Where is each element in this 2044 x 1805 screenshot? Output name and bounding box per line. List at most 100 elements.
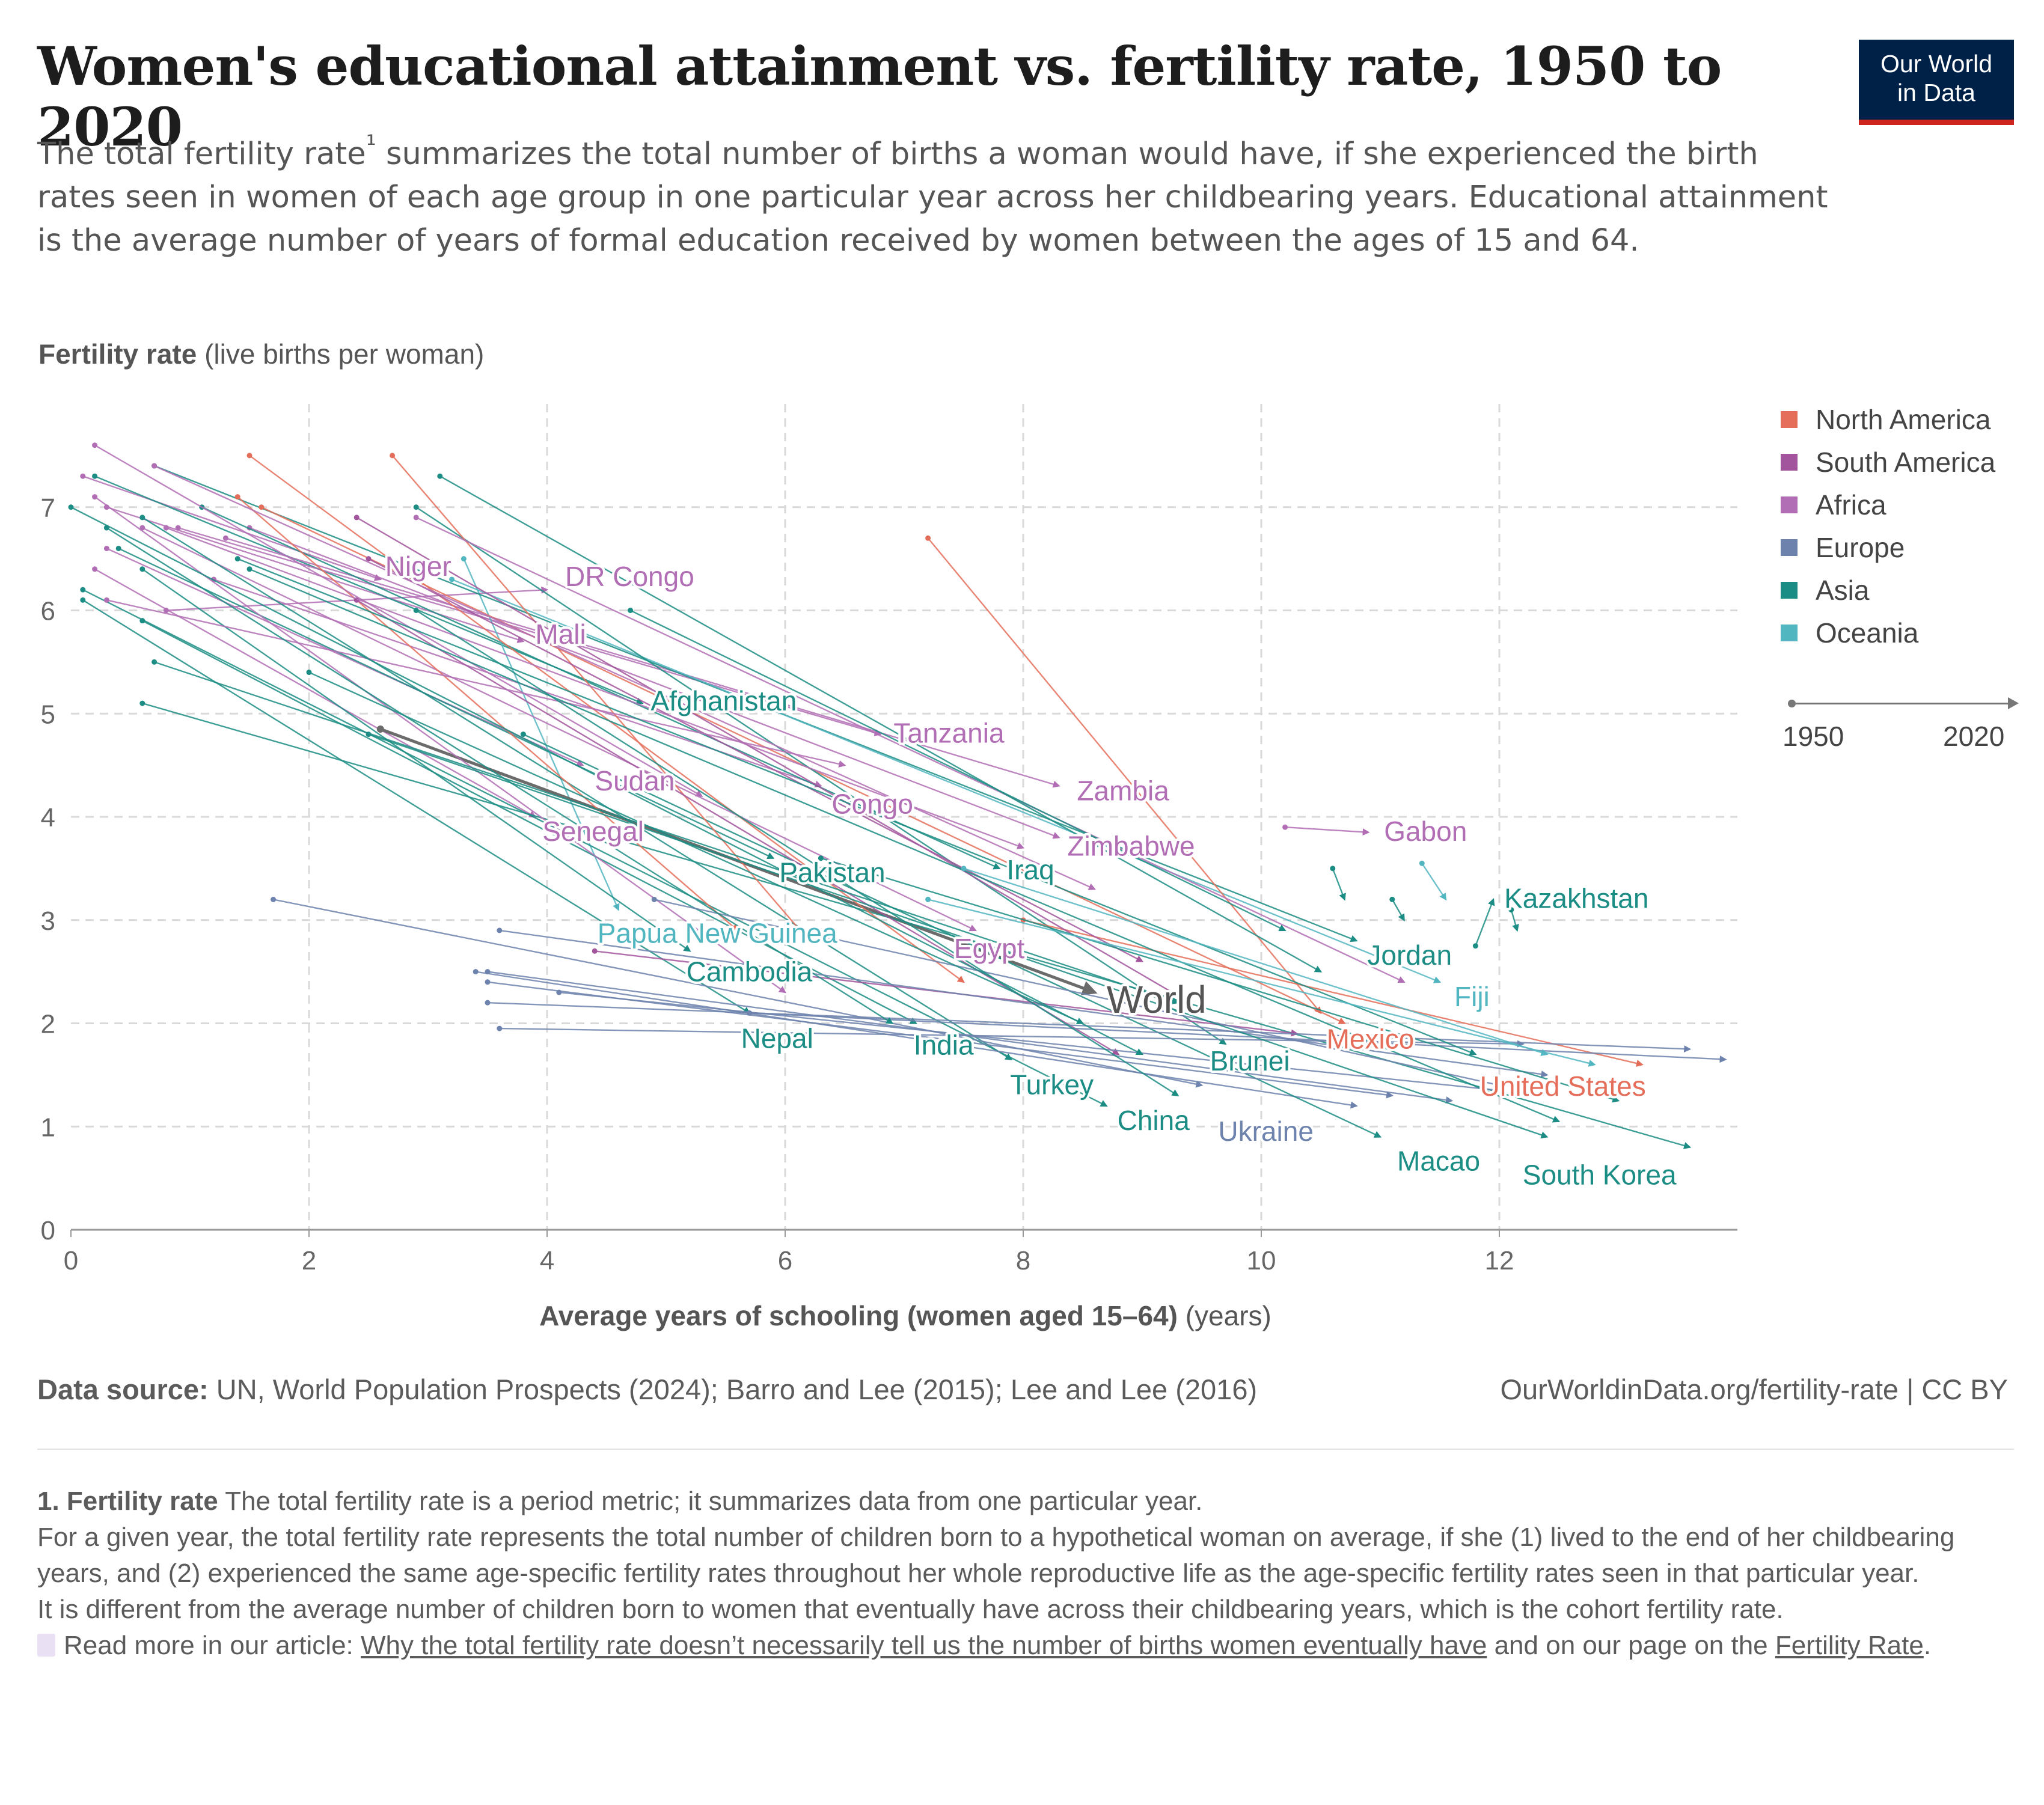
series-line[interactable] xyxy=(106,599,846,768)
series-line[interactable] xyxy=(165,527,1025,849)
series-start-point[interactable] xyxy=(628,608,634,613)
series-start-point[interactable] xyxy=(175,525,181,531)
series-line[interactable] xyxy=(630,609,1287,932)
series-line[interactable] xyxy=(1285,826,1370,836)
series-line[interactable] xyxy=(142,516,1013,1060)
series-line[interactable] xyxy=(106,527,894,1024)
series-line[interactable] xyxy=(1475,898,1495,947)
series-start-point[interactable] xyxy=(925,535,931,541)
series-line[interactable] xyxy=(308,671,1085,1024)
series-start-point[interactable] xyxy=(520,731,526,738)
series-start-point[interactable] xyxy=(306,670,312,676)
series-start-point[interactable] xyxy=(353,515,360,521)
series-start-point[interactable] xyxy=(92,442,98,448)
series-start-point[interactable] xyxy=(485,979,491,985)
series-start-point[interactable] xyxy=(413,504,419,510)
series-start-point[interactable] xyxy=(413,608,419,613)
series-line[interactable] xyxy=(451,578,1442,983)
series-start-point[interactable] xyxy=(151,463,158,469)
series-start-point[interactable] xyxy=(92,494,98,500)
series-line[interactable] xyxy=(415,516,1406,983)
series-line[interactable] xyxy=(106,548,584,766)
series-label[interactable]: Senegal xyxy=(540,813,646,849)
series-label[interactable]: Papua New Guinea xyxy=(595,915,840,951)
series-line[interactable] xyxy=(249,454,965,983)
series-label[interactable]: Mexico xyxy=(1324,1021,1417,1057)
series-line[interactable] xyxy=(1510,909,1519,932)
series-start-point[interactable] xyxy=(925,896,931,902)
series-start-point[interactable] xyxy=(103,597,109,603)
series-start-point[interactable] xyxy=(366,731,372,738)
series-line[interactable] xyxy=(963,867,1549,1056)
series-start-point[interactable] xyxy=(1508,907,1514,913)
series-line[interactable] xyxy=(118,548,775,860)
series-start-point[interactable] xyxy=(80,473,86,479)
series-start-point[interactable] xyxy=(1472,943,1478,949)
series-start-point[interactable] xyxy=(390,453,396,459)
source-url-link[interactable]: OurWorldinData.org/fertility-rate | CC B… xyxy=(1500,1373,2008,1405)
series-label[interactable]: Tanzania xyxy=(891,715,1007,751)
fertility-rate-page-link[interactable]: Fertility Rate xyxy=(1775,1631,1924,1660)
chart-area[interactable]: Fertility rate (live births per woman) 0… xyxy=(0,325,1767,1346)
series-label[interactable]: Nepal xyxy=(739,1020,816,1056)
series-line[interactable] xyxy=(368,733,1549,1138)
series-line[interactable] xyxy=(273,899,1204,1088)
series-start-point[interactable] xyxy=(115,545,121,551)
series-line[interactable] xyxy=(356,516,1192,1004)
series-line[interactable] xyxy=(154,465,1096,890)
series-line[interactable] xyxy=(749,1012,1727,1063)
series-start-point[interactable] xyxy=(1282,824,1288,830)
series-start-point[interactable] xyxy=(80,597,86,603)
series-start-point[interactable] xyxy=(139,566,145,572)
series-start-point[interactable] xyxy=(1389,896,1395,902)
footnote-marker[interactable]: ¹ xyxy=(366,130,376,160)
article-link[interactable]: Why the total fertility rate doesn’t nec… xyxy=(361,1631,1487,1660)
series-start-point[interactable] xyxy=(80,587,86,593)
series-line[interactable] xyxy=(439,475,1323,973)
series-line[interactable] xyxy=(821,857,1620,1103)
series-start-point[interactable] xyxy=(818,855,824,861)
series-start-point[interactable] xyxy=(163,525,169,531)
series-label[interactable]: Ukraine xyxy=(1216,1113,1316,1149)
series-start-point[interactable] xyxy=(497,1025,503,1031)
series-start-point[interactable] xyxy=(68,504,74,510)
series-start-point[interactable] xyxy=(485,1000,491,1006)
series-line[interactable] xyxy=(1391,899,1405,921)
series-start-point[interactable] xyxy=(92,566,98,572)
series-line[interactable] xyxy=(499,929,1549,1078)
series-label[interactable]: Mali xyxy=(533,616,588,652)
series-label[interactable]: Sudan xyxy=(592,763,677,799)
series-label[interactable]: Macao xyxy=(1395,1143,1483,1179)
series-line[interactable] xyxy=(177,527,882,736)
series-label[interactable]: Niger xyxy=(383,548,454,584)
series-start-point[interactable] xyxy=(246,453,252,459)
series-line[interactable] xyxy=(415,506,1227,1045)
series-line[interactable] xyxy=(356,599,1120,1055)
series-label[interactable]: Zambia xyxy=(1074,772,1172,808)
series-label[interactable]: Kazakhstan xyxy=(1502,880,1651,916)
series-start-point[interactable] xyxy=(234,494,240,500)
series-start-point[interactable] xyxy=(461,556,467,562)
series-start-point[interactable] xyxy=(139,515,145,521)
series-line[interactable] xyxy=(249,527,1060,839)
series-start-point[interactable] xyxy=(961,866,967,872)
series-start-point[interactable] xyxy=(151,659,158,665)
series-line[interactable] xyxy=(391,455,810,942)
series-label[interactable]: Iraq xyxy=(1004,852,1056,888)
series-label[interactable]: Gabon xyxy=(1382,813,1469,849)
series-start-point[interactable] xyxy=(234,556,240,562)
series-label[interactable]: Turkey xyxy=(1008,1067,1096,1103)
series-start-point[interactable] xyxy=(413,515,419,521)
series-start-point[interactable] xyxy=(1330,866,1336,872)
series-lines[interactable] xyxy=(68,442,1727,1149)
series-start-point[interactable] xyxy=(449,576,455,582)
series-line[interactable] xyxy=(82,475,382,581)
series-start-point[interactable] xyxy=(376,725,384,733)
series-line[interactable] xyxy=(201,506,1001,870)
series-start-point[interactable] xyxy=(485,969,491,975)
series-line[interactable] xyxy=(927,537,1322,1015)
series-start-point[interactable] xyxy=(246,566,252,572)
series-label[interactable]: Cambodia xyxy=(684,953,815,989)
series-line[interactable] xyxy=(142,568,691,952)
series-label[interactable]: DR Congo xyxy=(563,558,697,594)
